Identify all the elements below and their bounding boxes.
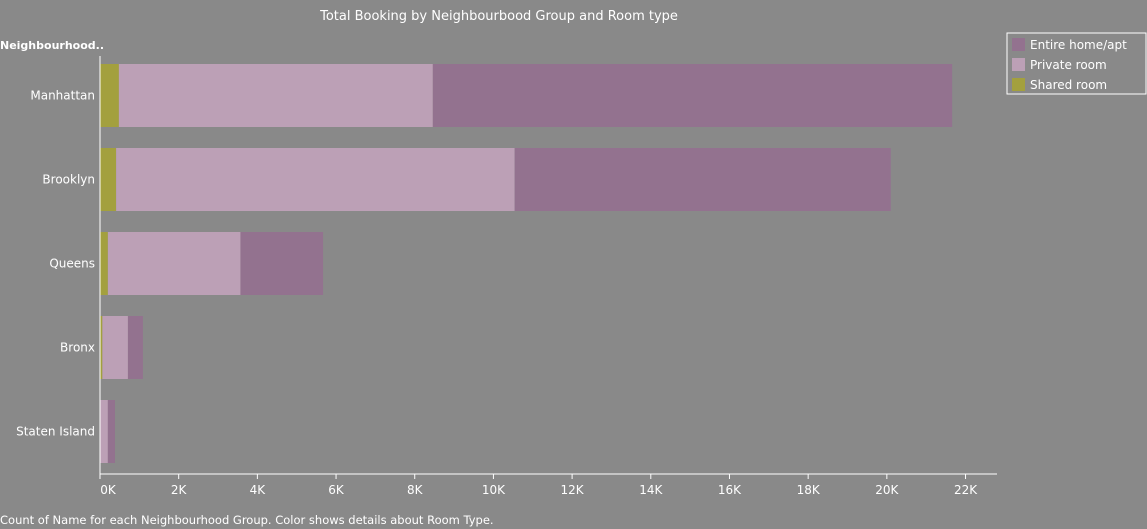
- x-tick-label: 2K: [171, 483, 188, 497]
- x-tick-label: 8K: [407, 483, 424, 497]
- row-header[interactable]: Neighbourhood..: [0, 39, 104, 52]
- x-tick-label: 4K: [250, 483, 267, 497]
- x-tick-label: 12K: [561, 483, 585, 497]
- bar-manhattan-entire-home-apt[interactable]: [432, 64, 953, 127]
- x-tick-label: 0K: [100, 483, 117, 497]
- category-label-bronx: Bronx: [60, 341, 95, 355]
- x-tick-label: 14K: [639, 483, 663, 497]
- bar-bronx-shared-room[interactable]: [100, 316, 103, 379]
- category-label-brooklyn: Brooklyn: [42, 173, 95, 187]
- legend-label-shared-room[interactable]: Shared room: [1030, 78, 1107, 92]
- x-tick-label: 6K: [328, 483, 345, 497]
- x-axis-ticks: 0K 2K 4K 6K 8K 10K 12K 14K 16K 18K 20K 22K: [99, 474, 978, 497]
- legend-frame: [1006, 32, 1147, 95]
- legend-swatch-shared-room: [1012, 78, 1025, 91]
- bar-brooklyn-entire-home-apt[interactable]: [514, 148, 891, 211]
- x-tick-label: 18K: [797, 483, 821, 497]
- legend-swatch-entire-home-apt: [1012, 38, 1025, 51]
- category-label-staten-island: Staten Island: [16, 425, 95, 439]
- chart-caption: Count of Name for each Neighbourhood Gro…: [0, 513, 494, 527]
- category-label-queens: Queens: [49, 257, 95, 271]
- category-labels: Manhattan Brooklyn Queens Bronx Staten Islan…: [16, 89, 95, 439]
- x-tick-label: 10K: [482, 483, 506, 497]
- legend[interactable]: Entire home/apt Private room Shared room: [1006, 32, 1147, 95]
- category-label-manhattan: Manhattan: [30, 89, 95, 103]
- bar-brooklyn-private-room[interactable]: [116, 148, 515, 211]
- bar-bronx-entire-home-apt[interactable]: [127, 316, 143, 379]
- bar-bronx-private-room[interactable]: [102, 316, 128, 379]
- x-tick-label: 22K: [954, 483, 978, 497]
- x-tick-label: 16K: [718, 483, 742, 497]
- bar-brooklyn-shared-room[interactable]: [100, 148, 117, 211]
- bar-queens-shared-room[interactable]: [100, 232, 108, 295]
- legend-swatch-private-room: [1012, 58, 1025, 71]
- bars-group: [100, 64, 953, 463]
- bar-manhattan-shared-room[interactable]: [100, 64, 119, 127]
- legend-label-private-room[interactable]: Private room: [1030, 58, 1107, 72]
- chart-title: Total Booking by Neighbourbood Group and…: [319, 9, 678, 24]
- bar-queens-entire-home-apt[interactable]: [240, 232, 324, 295]
- bar-staten-island-entire-home-apt[interactable]: [107, 400, 115, 463]
- bar-queens-private-room[interactable]: [107, 232, 241, 295]
- bar-staten-island-private-room[interactable]: [100, 400, 108, 463]
- legend-label-entire-home-apt[interactable]: Entire home/apt: [1030, 38, 1127, 52]
- bar-manhattan-private-room[interactable]: [118, 64, 433, 127]
- x-tick-label: 20K: [875, 483, 899, 497]
